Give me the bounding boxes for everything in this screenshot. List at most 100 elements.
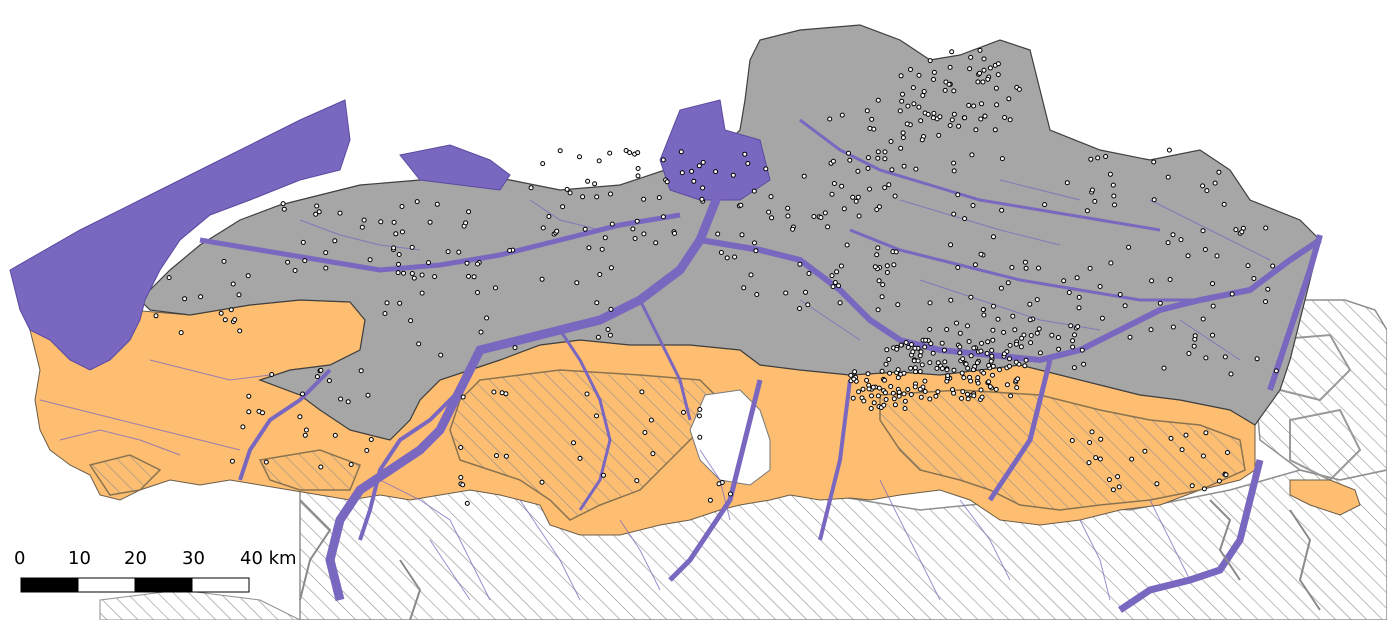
observation-point	[539, 276, 545, 282]
observation-point	[893, 249, 899, 255]
observation-point	[839, 183, 845, 189]
observation-point	[846, 150, 851, 156]
observation-point	[456, 249, 462, 255]
observation-point	[875, 307, 881, 313]
observation-point	[1022, 363, 1028, 369]
observation-point	[648, 417, 654, 423]
observation-point	[960, 356, 966, 362]
observation-point	[975, 375, 981, 381]
observation-point	[318, 464, 324, 470]
observation-point	[944, 367, 950, 373]
observation-point	[882, 185, 888, 191]
observation-point	[839, 112, 845, 118]
observation-point	[984, 351, 990, 356]
observation-point	[982, 113, 988, 119]
observation-point	[769, 215, 775, 221]
observation-point	[829, 191, 835, 197]
observation-point	[1106, 477, 1112, 483]
observation-point	[1191, 343, 1197, 349]
observation-point	[951, 111, 957, 117]
observation-point	[594, 300, 600, 306]
observation-point	[876, 278, 882, 284]
observation-point	[901, 370, 907, 376]
observation-point	[997, 367, 1002, 373]
scale-bar: 0 10 20 30 40 km	[14, 548, 297, 593]
observation-point	[905, 103, 911, 109]
observation-point	[848, 372, 854, 378]
observation-point	[699, 196, 705, 202]
observation-point	[539, 479, 545, 485]
observation-point	[1079, 347, 1085, 353]
observation-point	[1099, 315, 1105, 321]
observation-point	[484, 315, 490, 321]
observation-point	[608, 306, 614, 312]
observation-point	[1112, 202, 1117, 208]
observation-point	[971, 345, 977, 351]
observation-point	[900, 135, 906, 141]
observation-point	[868, 406, 874, 411]
observation-point	[993, 85, 999, 91]
observation-point	[1154, 481, 1160, 487]
observation-point	[718, 250, 724, 255]
observation-point	[971, 393, 977, 399]
observation-point	[922, 389, 928, 394]
observation-point	[1170, 232, 1176, 238]
observation-point	[1076, 294, 1082, 300]
observation-point	[364, 448, 370, 453]
observation-point	[990, 372, 995, 378]
observation-point	[396, 261, 401, 267]
scale-segment-3	[134, 577, 193, 593]
observation-point	[895, 302, 901, 308]
observation-point	[871, 126, 877, 132]
observation-point	[623, 148, 629, 153]
observation-point	[691, 178, 697, 184]
observation-point	[875, 155, 881, 161]
river-north-2	[849, 228, 1200, 302]
observation-point	[916, 72, 922, 78]
observation-point	[1108, 260, 1114, 266]
observation-point	[935, 389, 941, 395]
observation-point	[577, 154, 582, 160]
observation-point	[1075, 324, 1081, 330]
observation-point	[855, 168, 861, 174]
observation-point	[822, 210, 828, 216]
observation-point	[1110, 182, 1116, 188]
observation-point	[471, 274, 477, 280]
observation-point	[908, 392, 914, 397]
observation-point	[741, 285, 747, 291]
observation-point	[414, 199, 420, 205]
observation-point	[438, 352, 444, 358]
observation-point	[1221, 201, 1227, 207]
observation-point	[1027, 317, 1033, 323]
observation-point	[584, 391, 590, 397]
observation-point	[1157, 300, 1163, 306]
observation-point	[892, 193, 898, 199]
observation-point	[409, 244, 415, 250]
observation-point	[608, 265, 614, 271]
observation-point	[1161, 365, 1167, 371]
observation-point	[986, 379, 992, 385]
observation-point	[898, 145, 904, 151]
observation-point	[401, 270, 406, 276]
observation-point	[313, 211, 319, 217]
observation-point	[1055, 335, 1061, 340]
scale-label-0: 0	[14, 548, 25, 569]
observation-point	[571, 440, 576, 446]
observation-point	[988, 358, 994, 364]
observation-point	[945, 373, 951, 379]
observation-point	[222, 317, 228, 323]
observation-point	[395, 270, 401, 276]
observation-point	[898, 73, 904, 79]
observation-point	[866, 386, 872, 392]
observation-point	[801, 173, 807, 179]
observation-point	[1013, 359, 1019, 365]
observation-point	[303, 427, 309, 433]
observation-point	[1027, 301, 1033, 307]
observation-point	[696, 163, 702, 169]
observation-point	[503, 391, 509, 397]
observation-point	[427, 219, 433, 225]
observation-point	[896, 389, 902, 395]
observation-point	[930, 350, 936, 356]
observation-point	[302, 432, 308, 438]
observation-point	[966, 102, 972, 108]
